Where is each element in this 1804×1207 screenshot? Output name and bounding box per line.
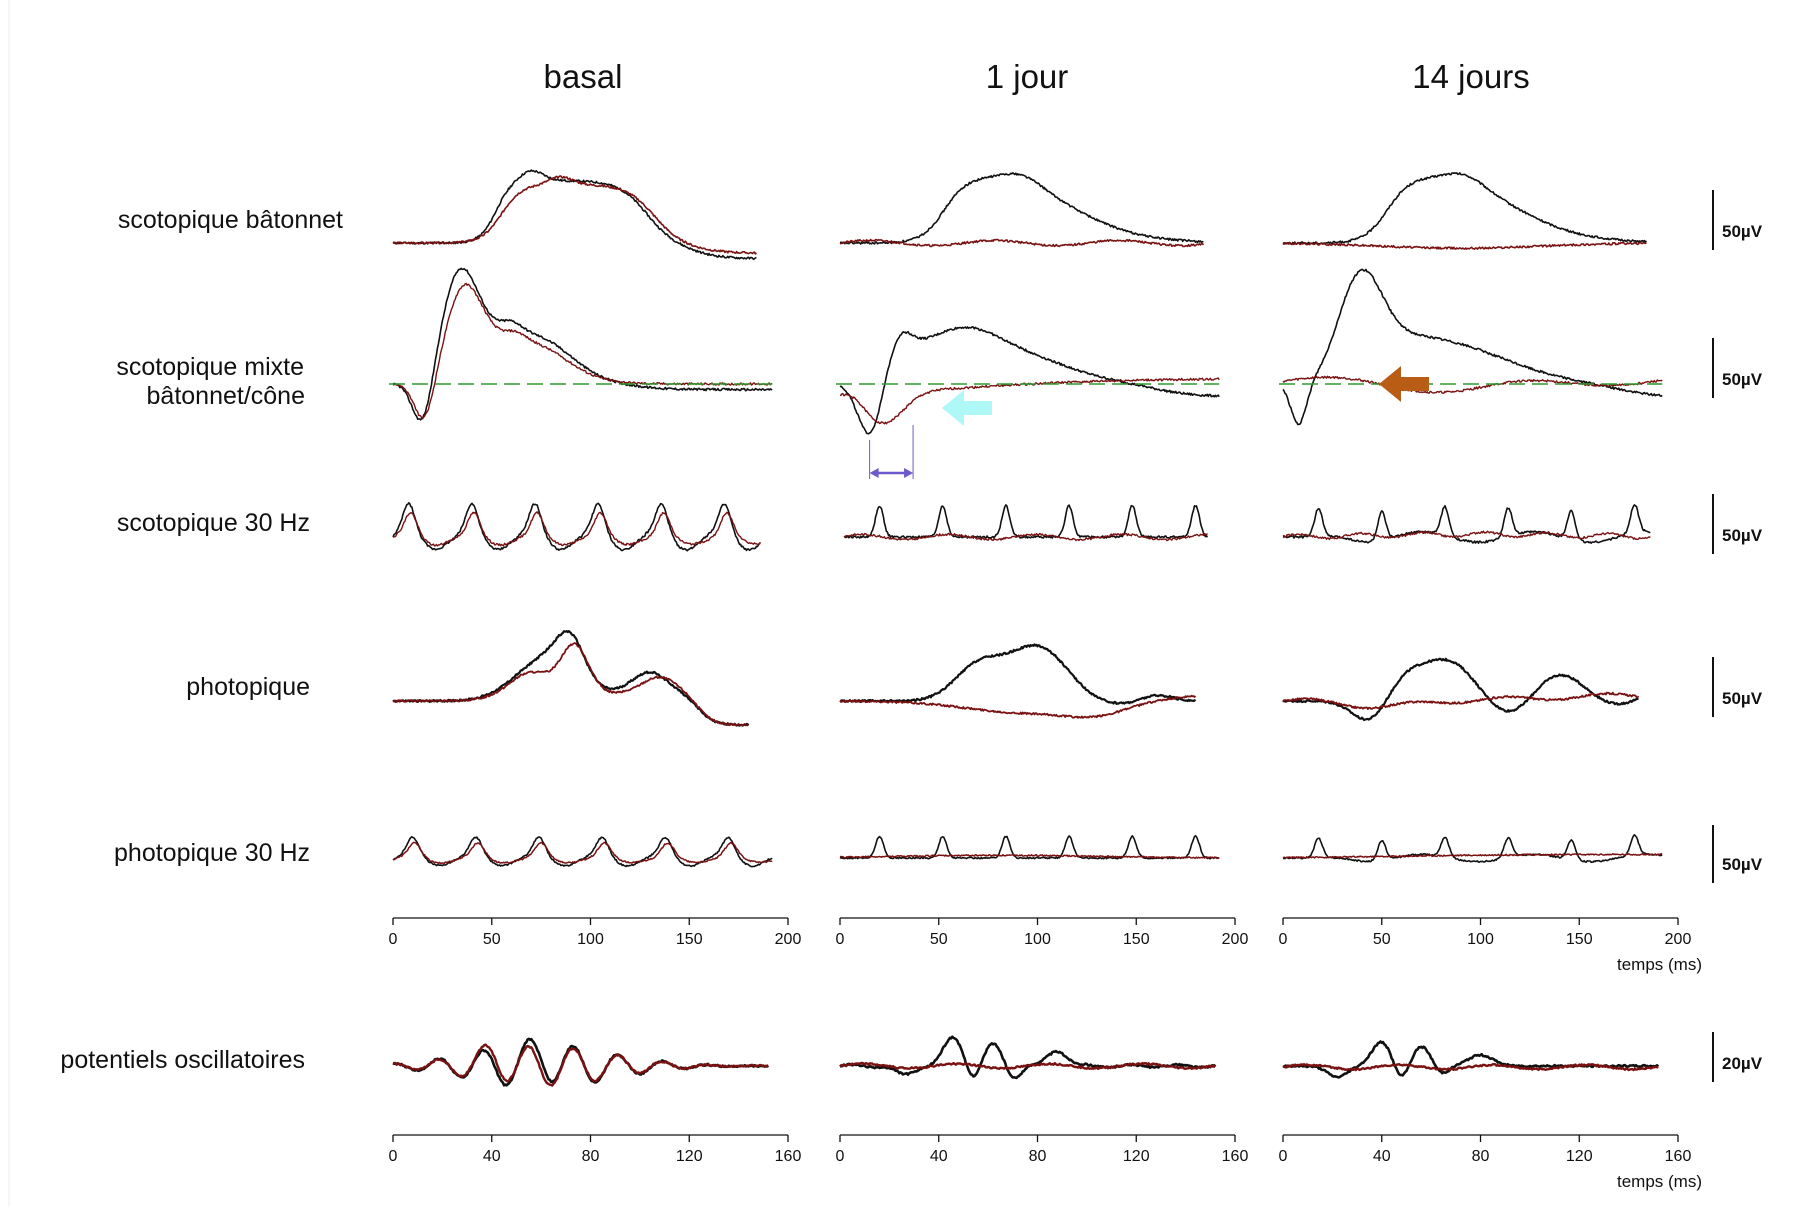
x-axis: 0 50 100 150 200 [1279,917,1692,948]
x-tick-label: 0 [836,1148,845,1165]
trace-black [392,267,773,421]
scale-bar-label: 50µV [1722,526,1763,545]
x-tick-label: 100 [1467,931,1494,948]
row-label: bâtonnet/cône [147,382,305,410]
trace-red [392,1043,769,1087]
trace-red [1282,691,1640,710]
trace-black [1282,268,1663,426]
x-tick-label: 50 [1373,931,1391,948]
scale-bar: 50µV [1712,338,1763,398]
x-tick-label: 150 [1566,931,1593,948]
x-tick-label: 0 [836,931,845,948]
trace-black [392,502,761,552]
row-label: scotopique bâtonnet [118,206,343,234]
trace-black [1282,657,1639,722]
trace-black [839,835,1220,860]
x-tick-label: 150 [676,931,703,948]
x-axis: 0 40 80 120 160 [1279,1134,1692,1165]
x-tick-label: 40 [1373,1148,1391,1165]
x-axis-title: temps (ms) [1617,1172,1702,1191]
trace-red [843,532,1208,542]
trace-black [843,504,1209,539]
x-tick-label: 100 [1024,931,1051,948]
trace-red [839,238,1205,248]
x-tick-label: 0 [389,1148,398,1165]
x-tick-label: 80 [1472,1148,1490,1165]
trace-red [392,175,757,255]
x-tick-label: 200 [1665,931,1692,948]
x-tick-label: 0 [389,931,398,948]
x-tick-label: 40 [483,1148,501,1165]
scale-bar-label: 50µV [1722,222,1763,241]
trace-black [839,643,1197,705]
row-label: scotopique mixte [116,353,304,381]
x-axis: 0 40 80 120 160 [836,1134,1249,1165]
column-title: basal [544,58,623,95]
scale-bar-label: 20µV [1722,1054,1763,1073]
trace-black [392,1037,770,1087]
scale-bar-label: 50µV [1722,689,1763,708]
x-axis: 0 50 100 150 200 [389,917,802,948]
trace-black [1282,504,1651,544]
latency-interval [869,425,914,479]
x-tick-label: 160 [1222,1148,1249,1165]
trace-black [839,1035,1217,1080]
scale-bar-label: 50µV [1722,370,1763,389]
x-tick-label: 0 [1279,1148,1288,1165]
x-tick-label: 120 [676,1148,703,1165]
x-axis: 0 50 100 150 200 [836,917,1249,948]
x-tick-label: 120 [1566,1148,1593,1165]
trace-red [1282,1063,1659,1072]
trace-red [839,1061,1216,1071]
x-tick-label: 160 [775,1148,802,1165]
scale-bar: 50µV [1712,657,1763,717]
trace-red [1282,852,1663,859]
x-tick-label: 50 [483,931,501,948]
annotation-arrow [942,390,992,426]
x-tick-label: 40 [930,1148,948,1165]
trace-red [839,377,1220,425]
x-tick-label: 80 [1029,1148,1047,1165]
scale-bar: 50µV [1712,825,1763,883]
trace-black [1282,834,1663,864]
x-tick-label: 160 [1665,1148,1692,1165]
row-label: photopique [186,673,310,701]
x-tick-label: 80 [582,1148,600,1165]
row-label: potentiels oscillatoires [60,1046,305,1074]
trace-red [1282,375,1663,395]
x-tick-label: 0 [1279,931,1288,948]
x-tick-label: 200 [1222,931,1249,948]
trace-red [839,694,1197,719]
column-title: 1 jour [986,58,1069,95]
row-label: scotopique 30 Hz [117,509,310,537]
x-tick-label: 200 [775,931,802,948]
trace-red [392,282,773,419]
trace-red [1282,241,1647,250]
annotation-arrow [1379,366,1429,402]
x-tick-label: 50 [930,931,948,948]
x-axis: 0 40 80 120 160 [389,1134,802,1165]
x-tick-label: 150 [1123,931,1150,948]
scale-bar: 50µV [1712,494,1763,554]
trace-red [839,853,1220,860]
column-title: 14 jours [1412,58,1529,95]
scale-bar: 20µV [1712,1032,1763,1082]
trace-red [392,841,773,865]
scale-bar: 50µV [1712,190,1763,250]
trace-black [839,325,1220,435]
trace-red [392,642,749,727]
trace-red [1282,530,1651,541]
trace-red [392,511,761,547]
trace-black [1282,1040,1660,1079]
trace-black [392,169,757,261]
scale-bar-label: 50µV [1722,855,1763,874]
x-tick-label: 120 [1123,1148,1150,1165]
trace-black [839,172,1204,245]
x-axis-title: temps (ms) [1617,955,1702,974]
x-tick-label: 100 [577,931,604,948]
trace-black [1282,172,1648,245]
row-label: photopique 30 Hz [114,839,310,867]
